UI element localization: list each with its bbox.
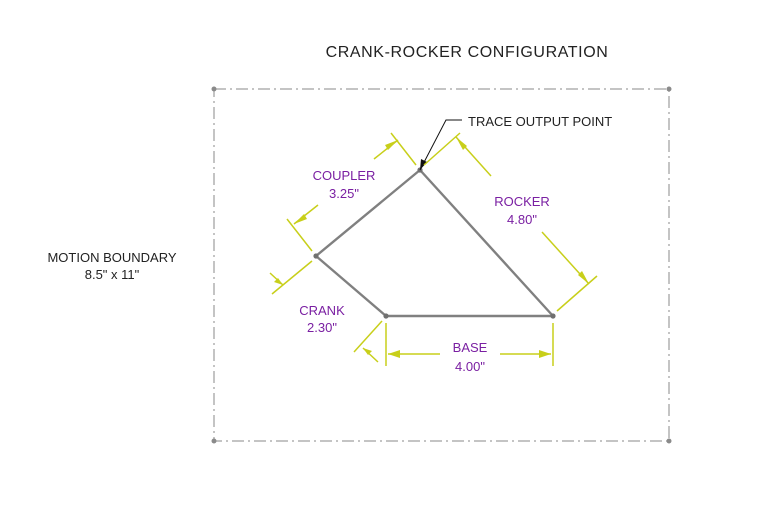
crank-ext-2: [353, 320, 383, 353]
coupler-ext-2: [390, 132, 417, 166]
base-length: 4.00": [455, 359, 485, 374]
base-name: BASE: [453, 340, 488, 355]
crank-length: 2.30": [307, 320, 337, 335]
coupler-link: [314, 168, 422, 258]
trace-output-label: TRACE OUTPUT POINT: [468, 114, 612, 129]
coupler-ext-1: [286, 218, 313, 252]
base-dimension: [385, 323, 554, 366]
crank-dimension: [269, 260, 383, 363]
boundary-rect: [213, 88, 670, 442]
coupler-dimension: [286, 132, 417, 252]
motion-boundary: [211, 86, 672, 444]
base-arrow-2: [539, 350, 551, 358]
trace-leader-line: [419, 119, 462, 171]
crank-ext-1: [271, 260, 313, 295]
boundary-corner-br: [666, 438, 672, 444]
boundary-size: 8.5" x 11": [85, 267, 140, 282]
trace-leader: [419, 119, 462, 171]
rocker-name: ROCKER: [494, 194, 550, 209]
crank-link: [314, 254, 388, 318]
rocker-dimension: [423, 132, 598, 312]
boundary-corner-tr: [666, 86, 672, 92]
crank-name: CRANK: [299, 303, 345, 318]
crank-arrow-2: [363, 348, 372, 355]
trace-leader-arrow: [420, 159, 427, 170]
crank-pivot: [383, 313, 389, 319]
rocker-arrow-2: [578, 271, 589, 284]
rocker-link: [418, 168, 555, 318]
rocker-length: 4.80": [507, 212, 537, 227]
boundary-corner-bl: [211, 438, 217, 444]
coupler-arrow-2: [385, 140, 398, 150]
linkage: [313, 167, 556, 319]
rocker-pivot: [550, 313, 556, 319]
diagram-title: CRANK-ROCKER CONFIGURATION: [326, 44, 609, 61]
rocker-ext-1: [423, 132, 461, 166]
crank-arrow-1: [274, 278, 283, 285]
coupler-length: 3.25": [329, 186, 359, 201]
rocker-arrow-1: [456, 137, 467, 150]
coupler-arrow-1: [294, 214, 307, 224]
boundary-label: MOTION BOUNDARY: [47, 250, 176, 265]
crank-coupler-joint: [313, 253, 319, 259]
coupler-name: COUPLER: [313, 168, 376, 183]
boundary-corner-tl: [211, 86, 217, 92]
base-arrow-1: [388, 350, 400, 358]
rocker-ext-2: [556, 275, 598, 312]
